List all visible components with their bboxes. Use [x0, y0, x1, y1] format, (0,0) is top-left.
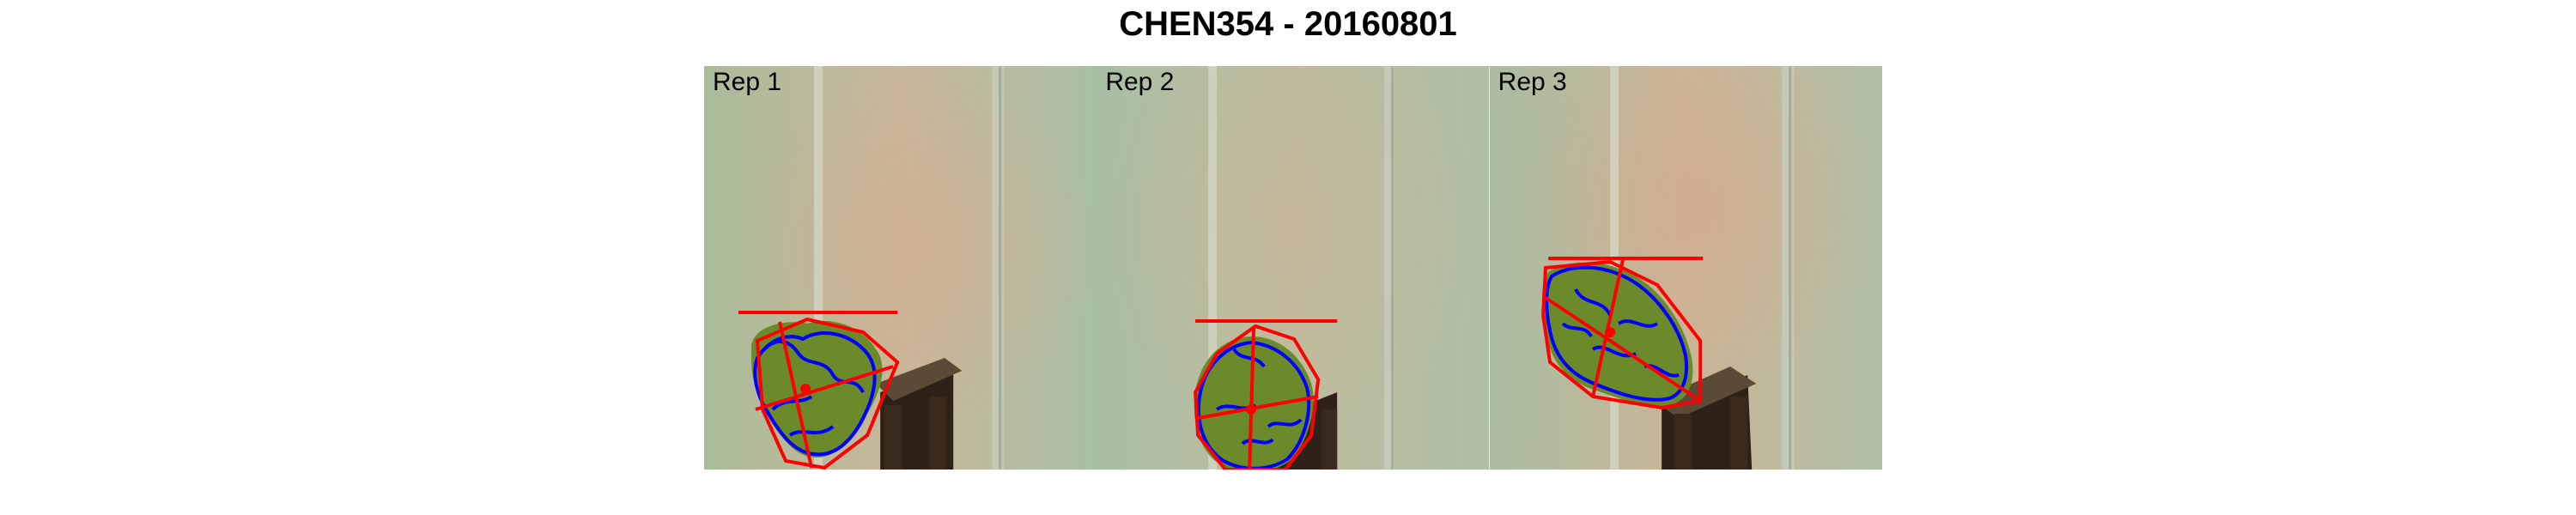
- rep-3-label: Rep 3: [1498, 68, 1567, 96]
- image-montage: Rep 1: [704, 66, 1882, 470]
- rep-2-photo: [1097, 66, 1490, 470]
- rep-1-panel: Rep 1: [704, 66, 1097, 470]
- rep-3-photo: [1489, 66, 1882, 470]
- rep-2-label: Rep 2: [1105, 68, 1175, 96]
- figure-title: CHEN354 - 20160801: [1119, 5, 1457, 43]
- rep-3-panel: Rep 3: [1489, 66, 1882, 470]
- rep-1-photo: [704, 66, 1097, 470]
- rep-2-panel: Rep 2: [1097, 66, 1490, 470]
- rep-1-label: Rep 1: [713, 68, 782, 96]
- rep-2-plant: [1194, 336, 1314, 470]
